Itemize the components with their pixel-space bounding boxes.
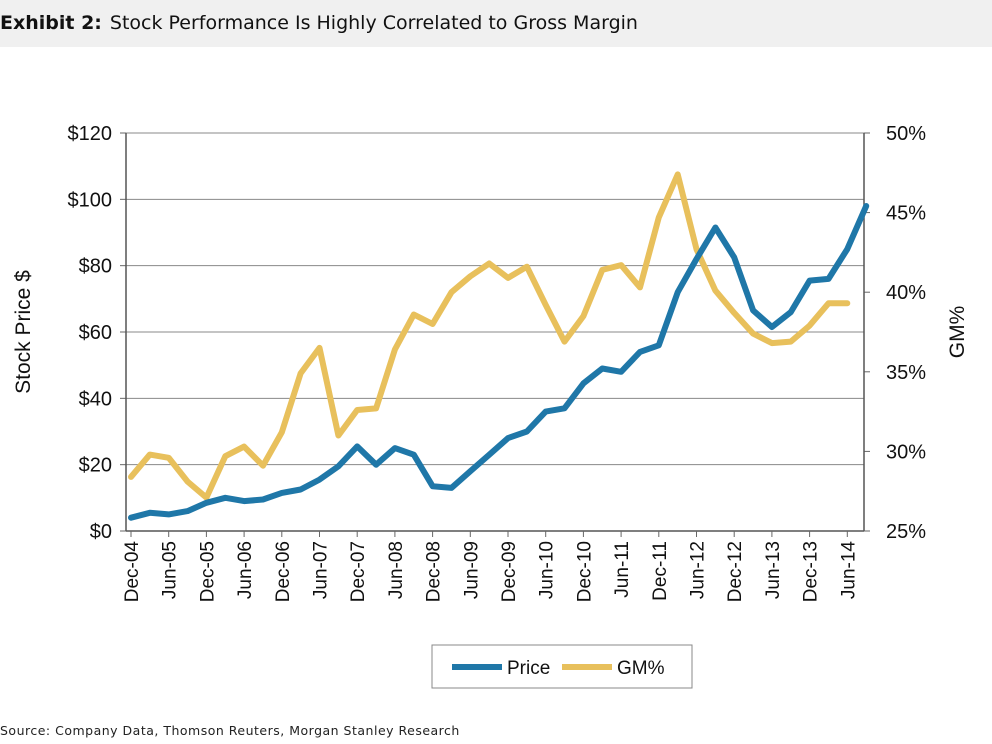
legend-label: GM% <box>617 658 665 679</box>
x-tick-label: Dec-13 <box>801 541 822 602</box>
y2-tick-label: 50% <box>886 123 926 145</box>
x-tick-label: Dec-12 <box>725 541 746 602</box>
x-tick-label: Jun-05 <box>160 541 181 599</box>
y-tick-label: $80 <box>79 256 112 278</box>
x-tick-label: Jun-06 <box>235 541 256 599</box>
y2-tick-label: 45% <box>886 203 926 225</box>
y2-axis-label: GM% <box>946 306 969 359</box>
x-tick-label: Jun-09 <box>461 541 482 599</box>
y-tick-label: $20 <box>79 455 112 477</box>
x-tick-label: Dec-06 <box>273 541 294 602</box>
exhibit-title: Stock Performance Is Highly Correlated t… <box>109 12 638 34</box>
source-note: Source: Company Data, Thomson Reuters, M… <box>0 723 460 738</box>
y-tick-label: $60 <box>79 322 112 344</box>
x-tick-label: Jun-07 <box>311 541 332 599</box>
y-axis-label: Stock Price $ <box>12 270 35 394</box>
x-tick-label: Dec-07 <box>348 541 369 602</box>
y-tick-label: $40 <box>79 388 112 410</box>
x-tick-label: Dec-05 <box>197 541 218 602</box>
y-tick-label: $120 <box>68 123 113 145</box>
y2-tick-label: 40% <box>886 282 926 304</box>
x-tick-label: Jun-12 <box>688 541 709 599</box>
x-tick-label: Jun-11 <box>612 541 633 598</box>
x-tick-label: Jun-14 <box>838 541 859 600</box>
x-tick-label: Dec-09 <box>499 541 520 602</box>
x-tick-label: Jun-08 <box>386 541 407 599</box>
x-tick-label: Dec-10 <box>574 541 595 602</box>
legend-label: Price <box>507 658 550 679</box>
x-tick-label: Dec-04 <box>122 541 143 603</box>
y2-tick-label: 25% <box>886 521 926 543</box>
x-tick-label: Dec-08 <box>424 541 445 602</box>
x-tick-label: Jun-10 <box>537 541 558 599</box>
exhibit-header: Exhibit 2: Stock Performance Is Highly Co… <box>0 0 992 47</box>
y-tick-label: $100 <box>68 189 113 211</box>
exhibit-label: Exhibit 2: <box>0 12 102 34</box>
y2-tick-label: 35% <box>886 362 926 384</box>
y-tick-label: $0 <box>90 521 112 543</box>
series-line-price <box>128 203 870 521</box>
x-tick-label: Jun-13 <box>763 541 784 599</box>
series-line-gm <box>128 171 851 501</box>
x-tick-label: Dec-11 <box>650 541 671 601</box>
y2-tick-label: 30% <box>886 441 926 463</box>
